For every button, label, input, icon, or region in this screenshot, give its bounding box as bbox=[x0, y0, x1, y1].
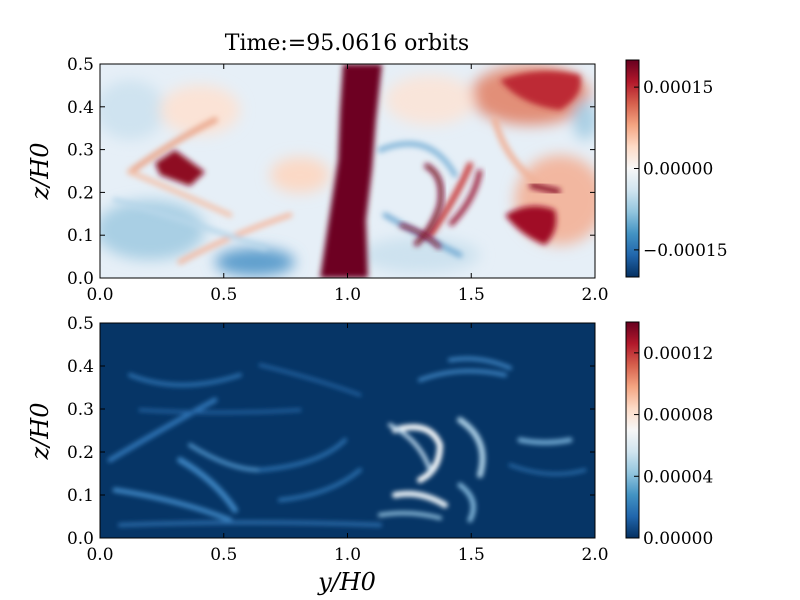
bottom-xtick-label: 2.0 bbox=[581, 545, 608, 565]
bottom-ytick-label: 0.5 bbox=[67, 314, 94, 334]
top-xtick-label: 0.5 bbox=[210, 285, 237, 305]
bottom-heatmap-field bbox=[100, 323, 595, 538]
top-xtick-label: 1.5 bbox=[458, 285, 485, 305]
top-xtick-label: 0.0 bbox=[86, 285, 113, 305]
bottom-ytick-label: 0.2 bbox=[67, 443, 94, 463]
top-colorbar-ticks: −0.00015 0.00000 0.00015 bbox=[634, 78, 728, 261]
figure-title: Time:=95.0616 orbits bbox=[225, 31, 469, 56]
top-ytick-label: 0.2 bbox=[67, 183, 94, 203]
bottom-colorbar-tick-label: 0.00004 bbox=[643, 467, 713, 487]
bottom-xtick-label: 1.0 bbox=[334, 545, 361, 565]
top-heatmap-field bbox=[100, 64, 595, 278]
bottom-colorbar-tick-label: 0.00008 bbox=[643, 406, 713, 426]
top-ytick-label: 0.3 bbox=[67, 141, 94, 161]
top-yticks: 0.0 0.1 0.2 0.3 0.4 0.5 bbox=[67, 55, 595, 289]
bottom-ytick-label: 0.4 bbox=[67, 357, 94, 377]
bottom-ytick-label: 0.1 bbox=[67, 486, 94, 506]
bottom-colorbar-gradient bbox=[625, 321, 640, 539]
top-ytick-label: 0.4 bbox=[67, 98, 94, 118]
bottom-ytick-label: 0.0 bbox=[67, 529, 94, 549]
top-xtick-label: 1.0 bbox=[334, 285, 361, 305]
bottom-colorbar-ticks: 0.00000 0.00004 0.00008 0.00012 bbox=[634, 344, 713, 549]
bottom-ytick-label: 0.3 bbox=[67, 400, 94, 420]
top-ytick-label: 0.1 bbox=[67, 226, 94, 246]
bottom-colorbar-tick-label: 0.00012 bbox=[643, 344, 713, 364]
bottom-xlabel: y/H0 bbox=[317, 568, 376, 596]
bottom-xticks: 0.0 0.5 1.0 1.5 2.0 bbox=[86, 323, 609, 565]
bottom-heatmap-panel: 0.0 0.5 1.0 1.5 2.0 0.00.10.20.30.40.5 z/H0 … bbox=[26, 314, 713, 596]
top-colorbar: −0.00015 0.00000 0.00015 bbox=[625, 59, 728, 278]
top-xtick-label: 2.0 bbox=[581, 285, 608, 305]
top-colorbar-tick-label: 0.00000 bbox=[643, 160, 713, 180]
bottom-colorbar-tick-label: 0.00000 bbox=[643, 529, 713, 549]
bottom-xtick-label: 1.5 bbox=[458, 545, 485, 565]
top-colorbar-tick-label: 0.00015 bbox=[643, 78, 713, 98]
bottom-ylabel: z/H0 bbox=[26, 403, 54, 461]
bottom-yticks: 0.0 0.1 0.2 0.3 0.4 0.5 bbox=[67, 314, 595, 549]
top-heatmap-panel: 0.0 0.5 1.0 1.5 2.0 0.00.10.20.30.40.5 z/H0 … bbox=[26, 55, 728, 305]
bottom-xtick-label: 0.5 bbox=[210, 545, 237, 565]
bottom-colorbar: 0.00000 0.00004 0.00008 0.00012 bbox=[625, 321, 713, 549]
top-ylabel: z/H0 bbox=[26, 143, 54, 201]
top-ytick-label: 0.5 bbox=[67, 55, 94, 75]
top-colorbar-tick-label: −0.00015 bbox=[643, 241, 728, 261]
top-ytick-label: 0.0 bbox=[67, 269, 94, 289]
bottom-xtick-label: 0.0 bbox=[86, 545, 113, 565]
top-xticks: 0.0 0.5 1.0 1.5 2.0 bbox=[86, 64, 609, 305]
